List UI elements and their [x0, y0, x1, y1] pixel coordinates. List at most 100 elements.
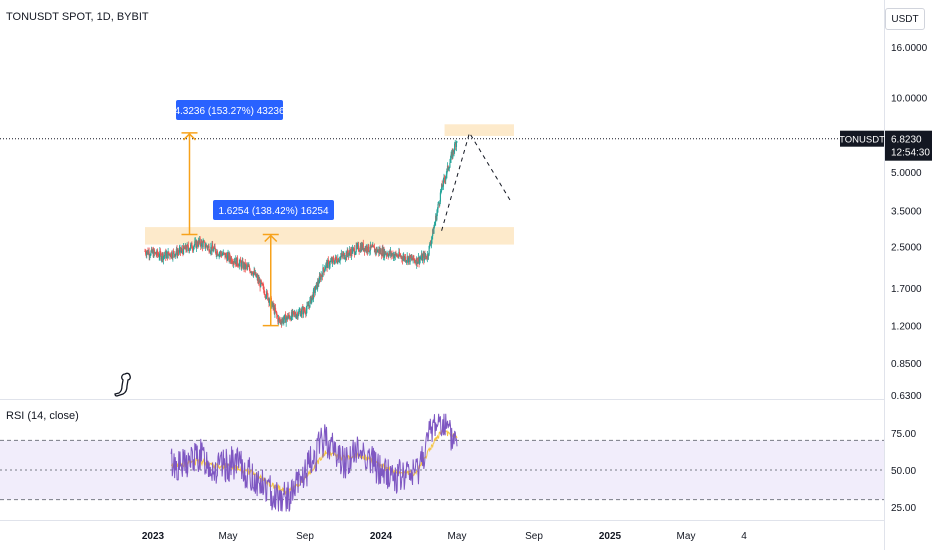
candle-body [398, 251, 401, 256]
candle-body [304, 310, 306, 314]
candle-body [268, 298, 270, 304]
candle-body [204, 246, 207, 248]
candle-body [272, 302, 274, 308]
candle-body [218, 253, 220, 256]
candle-body [406, 260, 408, 262]
candle-body [288, 314, 290, 317]
candle-body [443, 177, 446, 180]
rsi-indicator-label[interactable]: RSI (14, close) [6, 410, 79, 422]
candle-body [449, 162, 451, 168]
candle-body [417, 261, 419, 264]
candle-body [391, 254, 393, 256]
candle-body [325, 263, 327, 268]
candle-body [278, 318, 280, 320]
candle-body [337, 258, 339, 262]
candle-body [376, 248, 378, 253]
candle-body [153, 250, 155, 257]
candle-body [245, 264, 248, 266]
candle-body [411, 257, 413, 260]
candle-body [248, 266, 251, 270]
supply-zone-1 [444, 124, 514, 136]
candle-body [241, 262, 243, 268]
supply-zone-0 [145, 227, 514, 245]
candle-body [285, 318, 287, 323]
candle-body [185, 245, 187, 250]
candle-body [191, 248, 194, 250]
candle-body [317, 281, 319, 284]
candle-body [334, 260, 336, 264]
time-tick-label: 2023 [142, 531, 165, 542]
candle-body [369, 244, 372, 251]
candle-body [312, 289, 315, 299]
candle-body [413, 259, 415, 261]
currency-selector[interactable]: USDT [885, 8, 925, 30]
candle-body [264, 294, 267, 298]
candle-body [219, 253, 221, 255]
candle-body [266, 291, 268, 298]
price-tick-label: 10.0000 [891, 94, 928, 105]
candle-body [261, 283, 264, 286]
candle-body [276, 314, 278, 317]
candle-body [280, 320, 282, 323]
candle-body [306, 305, 308, 310]
candle-body [160, 252, 162, 260]
candle-body [162, 256, 164, 261]
candle-body [394, 255, 396, 258]
candle-body [447, 165, 449, 170]
candle-body [181, 248, 183, 252]
candle-body [437, 204, 439, 209]
price-tick-label: 16.0000 [891, 43, 928, 54]
price-tick-label: 0.6300 [891, 391, 922, 402]
candle-body [395, 252, 397, 255]
candle-body [395, 254, 398, 257]
candle-body [276, 312, 278, 315]
candle-body [373, 246, 375, 248]
candle-body [324, 269, 326, 272]
candle-body [439, 192, 442, 202]
candle-body [354, 253, 356, 255]
candle-body [410, 255, 412, 258]
candle-body [407, 257, 409, 263]
candle-body [452, 150, 455, 152]
candle-body [390, 251, 392, 256]
candle-body [309, 299, 311, 308]
candle-body [318, 275, 321, 284]
candle-body [267, 293, 269, 300]
candle-body [294, 312, 296, 316]
candle-body [252, 272, 255, 276]
candle-body [314, 290, 316, 293]
candle-body [344, 258, 346, 260]
candle-body [229, 254, 231, 259]
candle-body [433, 224, 436, 228]
measure-label: 1.6254 (138.42%) 16254 [218, 206, 329, 217]
candle-body [158, 256, 160, 258]
candle-body [155, 252, 157, 255]
candle-body [430, 239, 433, 245]
candle-body [174, 254, 176, 257]
candle-body [357, 244, 360, 251]
candle-body [369, 250, 371, 252]
candle-body [300, 313, 302, 317]
candle-body [146, 252, 148, 256]
candle-body [335, 257, 337, 259]
rsi-tick-label: 25.00 [891, 503, 916, 514]
candle-body [420, 258, 422, 260]
candle-body [422, 255, 424, 261]
candle-body [441, 184, 443, 191]
candle-body [232, 262, 234, 264]
candle-body [290, 311, 293, 321]
last-price-box [885, 130, 932, 161]
time-tick-label: May [677, 531, 696, 542]
candle-body [445, 176, 447, 181]
candle-body [165, 253, 167, 258]
candle-body [187, 245, 189, 249]
candle-body [402, 257, 404, 261]
candle-body [172, 251, 174, 258]
candle-body [283, 315, 286, 320]
candle-body [189, 248, 191, 250]
candle-body [194, 241, 196, 246]
candle-body [149, 255, 151, 257]
candle-body [183, 245, 185, 249]
measure-label-box [213, 200, 334, 220]
